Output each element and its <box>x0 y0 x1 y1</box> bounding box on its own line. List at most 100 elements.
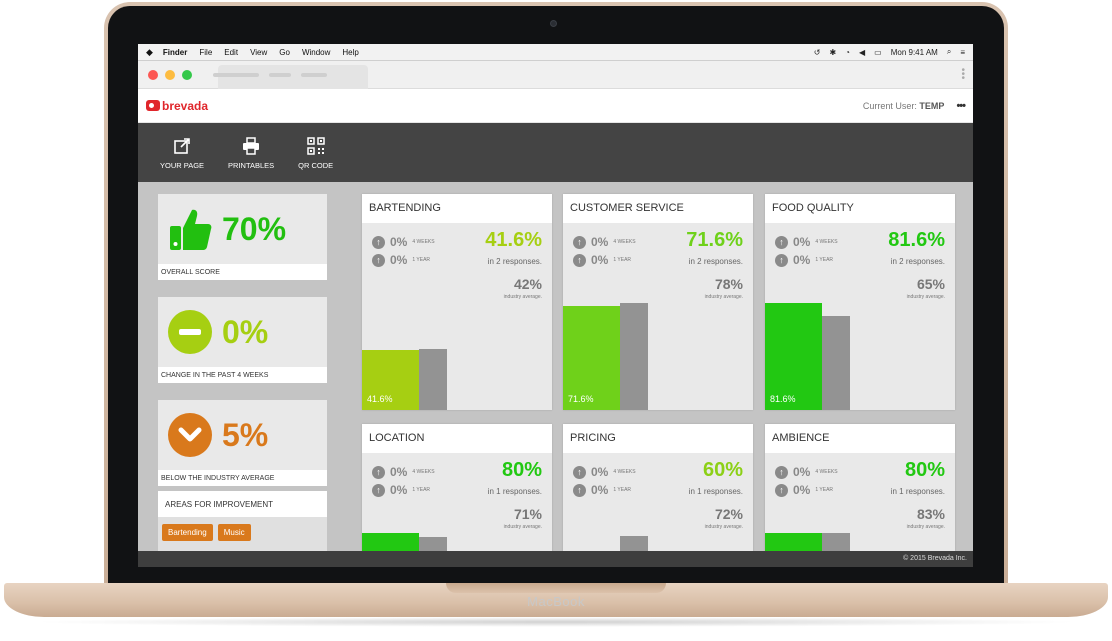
industry-average-label: industry average. <box>503 294 542 300</box>
qr-code-icon <box>306 136 325 155</box>
category-title: CUSTOMER SERVICE <box>563 194 753 223</box>
industry-comparison-card: 5% BELOW THE INDUSTRY AVERAGE <box>158 400 327 486</box>
industry-average-value: 71% <box>513 506 542 522</box>
volume-icon[interactable]: ◀ <box>858 47 866 57</box>
tab-placeholder-line <box>301 72 327 77</box>
menu-finder[interactable]: Finder <box>162 47 188 57</box>
arrow-up-icon: ↑ <box>775 253 788 267</box>
one-year-change: ↑ 0% 1 YEAR <box>775 483 833 497</box>
one-year-change-label: 1 YEAR <box>412 257 431 263</box>
response-count: in 1 responses. <box>487 487 542 496</box>
areas-for-improvement-title: AREAS FOR IMPROVEMENT <box>158 491 327 517</box>
device-brand: MacBook <box>527 594 585 609</box>
four-week-change-value: 0% <box>591 465 609 479</box>
current-user-name: TEMP <box>919 100 945 111</box>
category-stats: ↑ 0% 4 WEEKS ↑ 0% 1 YEAR 81.6% in 2 responses. 6… <box>765 223 955 303</box>
industry-average-label: industry average. <box>503 524 542 530</box>
category-card-food-quality[interactable]: FOOD QUALITY ↑ 0% 4 WEEKS ↑ 0% 1 YEAR 81.6% in 2… <box>765 194 955 410</box>
four-week-change: ↑ 0% 4 WEEKS <box>573 235 636 249</box>
overall-score-body: 70% <box>158 194 327 264</box>
four-week-change-value: 0% <box>591 235 609 249</box>
arrow-up-icon: ↑ <box>372 483 385 497</box>
one-year-change-value: 0% <box>591 253 609 267</box>
qr-code-button[interactable]: QR CODE <box>298 136 333 170</box>
change-body: 0% <box>158 297 327 367</box>
close-window-button[interactable] <box>148 69 158 80</box>
areas-for-improvement: AREAS FOR IMPROVEMENT Bartending Music <box>158 491 327 567</box>
apple-icon[interactable]: ◆ <box>146 46 153 57</box>
category-card-location[interactable]: LOCATION ↑ 0% 4 WEEKS ↑ 0% 1 YEAR 80% in 1 respo… <box>362 424 552 567</box>
improvement-tag[interactable]: Music <box>217 524 251 541</box>
camera-icon <box>550 20 557 27</box>
arrow-up-icon: ↑ <box>775 483 788 497</box>
one-year-change: ↑ 0% 1 YEAR <box>573 483 631 497</box>
notification-center-icon[interactable]: ≡ <box>960 47 965 57</box>
four-week-change: ↑ 0% 4 WEEKS <box>775 465 838 479</box>
arrow-up-icon: ↑ <box>372 235 385 249</box>
category-score: 80% <box>501 459 542 481</box>
chevron-down-icon <box>178 427 202 442</box>
category-card-ambience[interactable]: AMBIENCE ↑ 0% 4 WEEKS ↑ 0% 1 YEAR 80% in 1 respo… <box>765 424 955 567</box>
response-count: in 1 responses. <box>890 487 945 496</box>
qr-code-label: QR CODE <box>298 160 334 170</box>
category-score: 71.6% <box>686 229 743 251</box>
minimize-window-button[interactable] <box>165 69 175 80</box>
four-week-change-label: 4 WEEKS <box>412 469 435 475</box>
change-value: 0% <box>222 313 269 350</box>
battery-icon[interactable]: ▭ <box>874 47 882 57</box>
one-year-change-value: 0% <box>793 253 811 267</box>
four-week-change: ↑ 0% 4 WEEKS <box>775 235 838 249</box>
menu-go[interactable]: Go <box>279 47 290 57</box>
browser-menu-icon[interactable]: • • • <box>961 65 965 84</box>
arrow-up-icon: ↑ <box>372 253 385 267</box>
arrow-up-icon: ↑ <box>573 235 586 249</box>
score-bar <box>563 306 620 410</box>
category-card-bartending[interactable]: BARTENDING ↑ 0% 4 WEEKS ↑ 0% 1 YEAR 41.6% in 2 r… <box>362 194 552 410</box>
response-count: in 2 responses. <box>890 257 945 266</box>
category-bar-chart: 71.6% <box>563 303 753 410</box>
improvement-tag[interactable]: Bartending <box>162 524 213 541</box>
menubar-clock[interactable]: Mon 9:41 AM <box>890 47 938 57</box>
response-count: in 2 responses. <box>487 257 542 266</box>
overall-score-card: 70% OVERALL SCORE <box>158 194 327 280</box>
category-title: LOCATION <box>362 424 552 453</box>
tab-placeholder-line <box>213 72 259 77</box>
thumbs-up-icon <box>170 209 212 250</box>
one-year-change-label: 1 YEAR <box>613 487 632 493</box>
four-week-change-value: 0% <box>793 465 811 479</box>
four-week-change-label: 4 WEEKS <box>613 239 636 245</box>
more-menu-button[interactable]: ••• <box>956 99 966 112</box>
menu-edit[interactable]: Edit <box>224 47 239 57</box>
overall-score-label: OVERALL SCORE <box>158 264 327 280</box>
spotlight-search-icon[interactable]: ⌕ <box>946 47 952 56</box>
zoom-window-button[interactable] <box>182 69 192 80</box>
one-year-change-label: 1 YEAR <box>815 257 834 263</box>
category-title: PRICING <box>563 424 753 453</box>
menu-file[interactable]: File <box>199 47 213 57</box>
industry-average-label: industry average. <box>906 294 945 300</box>
bluetooth-icon[interactable]: ✱ <box>829 47 837 57</box>
brevada-logo[interactable]: brevada <box>146 99 208 113</box>
industry-comparison-label: BELOW THE INDUSTRY AVERAGE <box>158 470 327 486</box>
one-year-change: ↑ 0% 1 YEAR <box>573 253 631 267</box>
browser-chrome: • • • <box>138 61 973 89</box>
browser-tab[interactable] <box>218 65 368 89</box>
menu-window[interactable]: Window <box>301 47 331 57</box>
printables-button[interactable]: PRINTABLES <box>228 136 274 170</box>
industry-bar <box>620 303 648 410</box>
menu-view[interactable]: View <box>250 47 268 57</box>
arrow-up-icon: ↑ <box>775 465 788 479</box>
your-page-button[interactable]: YOUR PAGE <box>160 136 204 170</box>
category-score: 80% <box>904 459 945 481</box>
category-card-pricing[interactable]: PRICING ↑ 0% 4 WEEKS ↑ 0% 1 YEAR 60% in 1 respon… <box>563 424 753 567</box>
dashboard: 70% OVERALL SCORE 0% CHANGE IN THE PAST … <box>138 182 973 567</box>
laptop-shadow <box>30 617 1082 627</box>
category-stats: ↑ 0% 4 WEEKS ↑ 0% 1 YEAR 80% in 1 responses. 83%… <box>765 453 955 533</box>
time-machine-icon[interactable]: ↺ <box>813 47 821 57</box>
wifi-icon[interactable]: ◔ <box>845 47 850 57</box>
category-card-customer-service[interactable]: CUSTOMER SERVICE ↑ 0% 4 WEEKS ↑ 0% 1 YEAR 71.6%… <box>563 194 753 410</box>
industry-average-label: industry average. <box>906 524 945 530</box>
response-count: in 1 responses. <box>688 487 743 496</box>
menu-help[interactable]: Help <box>342 47 359 57</box>
score-bar-label: 81.6% <box>770 394 796 404</box>
